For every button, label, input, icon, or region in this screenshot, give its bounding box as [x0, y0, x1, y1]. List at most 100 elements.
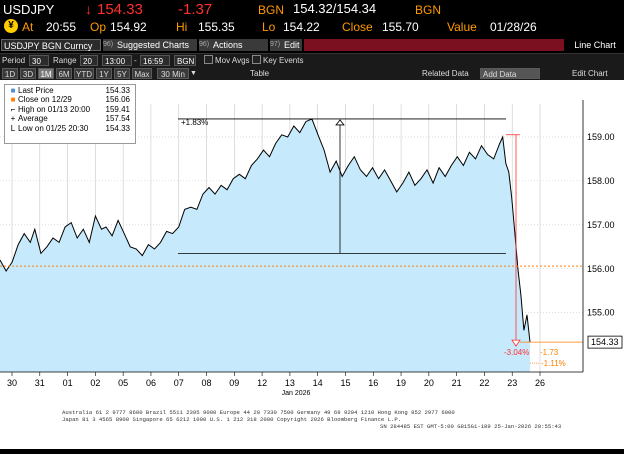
x-tick-label: 06: [146, 378, 156, 388]
interval-button-1m[interactable]: 1M: [38, 68, 54, 79]
low-value: 154.22: [283, 20, 320, 34]
interval-button-max[interactable]: Max: [132, 68, 152, 79]
edit-menu[interactable]: Edit: [284, 39, 302, 51]
legend-label: Last Price: [18, 86, 54, 95]
chevron-down-icon[interactable]: ▼: [190, 70, 197, 77]
legend-value: 159.41: [105, 104, 130, 114]
actions-menu[interactable]: Actions: [213, 39, 268, 51]
add-data-button[interactable]: Add Data: [480, 68, 540, 79]
suggested-charts-button[interactable]: Suggested Charts: [117, 39, 197, 51]
price-area-fill: [0, 118, 530, 373]
x-tick-label: 09: [229, 378, 239, 388]
x-tick-label: 21: [452, 378, 462, 388]
related-data-button[interactable]: Related Data: [422, 69, 469, 78]
low-pct-annotation: -3.04%: [504, 348, 529, 357]
legend-item[interactable]: ■ Close on 12/29 156.06: [8, 95, 132, 104]
edit-num: 97): [270, 39, 284, 51]
ticker-symbol[interactable]: USDJPY: [3, 2, 55, 17]
x-tick-label: 15: [340, 378, 350, 388]
x-tick-label: 22: [479, 378, 489, 388]
mov-avgs-label: Mov Avgs: [215, 56, 250, 65]
high-pct-annotation: +1.83%: [181, 118, 208, 127]
range-input[interactable]: 20: [80, 55, 98, 66]
period-input[interactable]: 30: [29, 55, 49, 66]
time-from-input[interactable]: 13:00: [102, 55, 132, 66]
high-value: 155.35: [198, 20, 235, 34]
low-points-annotation: -1.73: [540, 348, 559, 357]
high-label: Hi: [176, 20, 188, 34]
bid-ask: 154.32/154.34: [293, 1, 377, 16]
low-label: Lo: [262, 20, 276, 34]
close-swatch-icon: ■: [10, 95, 16, 105]
interval-button-5y[interactable]: 5Y: [114, 68, 130, 79]
interval-button-1d[interactable]: 1D: [2, 68, 18, 79]
chart-legend[interactable]: ■ Last Price 154.33 ■ Close on 12/29 156.06 ⌐ H…: [4, 84, 136, 144]
table-button[interactable]: Table: [250, 69, 270, 78]
net-change: -1.37: [178, 1, 213, 18]
interval-button-6m[interactable]: 6M: [56, 68, 72, 79]
down-arrow-icon: ↓: [85, 1, 92, 17]
security-field[interactable]: USDJPY BGN Curncy: [1, 39, 101, 51]
legend-item[interactable]: ■ Last Price 154.33: [8, 86, 132, 95]
x-tick-label: 26: [535, 378, 545, 388]
y-tick-label: 157.00: [587, 220, 615, 230]
drop-arrow-icon: [511, 339, 521, 347]
time-to-input[interactable]: 16:59: [140, 55, 170, 66]
x-tick-label: 07: [174, 378, 184, 388]
at-label: At: [22, 20, 34, 34]
function-bar: USDJPY BGN Curncy 96) Suggested Charts 9…: [0, 38, 624, 52]
range-dash: -: [134, 56, 137, 65]
legend-item[interactable]: L Low on 01/25 20:30 154.33: [8, 124, 132, 133]
close-value: 155.70: [382, 20, 419, 34]
source-input[interactable]: BGN: [174, 55, 196, 66]
close-label: Close: [342, 20, 373, 34]
measure-arrow-icon: [335, 119, 345, 126]
legend-value: 154.33: [105, 86, 130, 95]
x-tick-label: 30: [7, 378, 17, 388]
y-tick-label: 159.00: [587, 132, 615, 142]
last-price: 154.33: [97, 1, 143, 18]
legend-label: Low on 01/25 20:30: [18, 123, 89, 133]
low-marker-icon: L: [10, 123, 16, 133]
x-tick-label: 01: [63, 378, 73, 388]
value-date: 01/28/26: [490, 20, 537, 34]
key-events-checkbox[interactable]: Key Events: [252, 55, 303, 66]
x-tick-label: 12: [257, 378, 267, 388]
legend-item[interactable]: ⌐ High on 01/13 20:00 159.41: [8, 105, 132, 114]
actions-num: 96): [199, 39, 213, 51]
high-marker-icon: ⌐: [10, 104, 16, 114]
price-chart[interactable]: 155.00 156.00 157.00 158.00 159.00 +1.83% -3.0…: [0, 80, 624, 449]
chart-view-label[interactable]: Line Chart: [574, 40, 616, 50]
x-tick-label: 23: [507, 378, 517, 388]
interval-button-3d[interactable]: 3D: [20, 68, 36, 79]
legend-item[interactable]: + Average 157.54: [8, 114, 132, 123]
interval-button-1y[interactable]: 1Y: [96, 68, 112, 79]
key-events-label: Key Events: [263, 56, 304, 65]
price-line[interactable]: [0, 118, 531, 343]
bid-ask-source: BGN: [258, 3, 285, 17]
mov-avgs-checkbox[interactable]: Mov Avgs: [204, 55, 250, 66]
legend-value: 156.06: [105, 95, 130, 105]
x-tick-label: 08: [202, 378, 212, 388]
y-tick-label: 156.00: [587, 264, 615, 274]
bar-size-select[interactable]: 30 Min: [157, 68, 189, 79]
quote-header: USDJPY ↓ 154.33 -1.37 BGN 154.32/154.34 …: [0, 0, 624, 38]
pct-change-annotation: -1.11%: [541, 359, 566, 368]
x-tick-label: 14: [313, 378, 323, 388]
legend-label: Close on 12/29: [18, 95, 72, 105]
x-tick-label: 20: [424, 378, 434, 388]
x-tick-label: 31: [35, 378, 45, 388]
edit-chart-button[interactable]: Edit Chart: [572, 69, 608, 78]
value-label: Value: [447, 20, 477, 34]
x-tick-label: 02: [90, 378, 100, 388]
chart-controls: Period 30 Range 20 13:00 - 16:59 BGN Mov…: [0, 53, 624, 68]
suggested-charts-num: 96): [103, 39, 117, 51]
last-price-axis-label: 154.33: [591, 337, 619, 347]
interval-button-ytd[interactable]: YTD: [74, 68, 94, 79]
x-tick-label: 13: [285, 378, 295, 388]
last-price-axis-box: [587, 335, 623, 349]
mov-avgs-check-icon: [204, 55, 213, 64]
period-label: Period: [2, 56, 26, 65]
legend-value: 154.33: [105, 123, 130, 133]
bid-ask-source-2: BGN: [415, 3, 442, 17]
